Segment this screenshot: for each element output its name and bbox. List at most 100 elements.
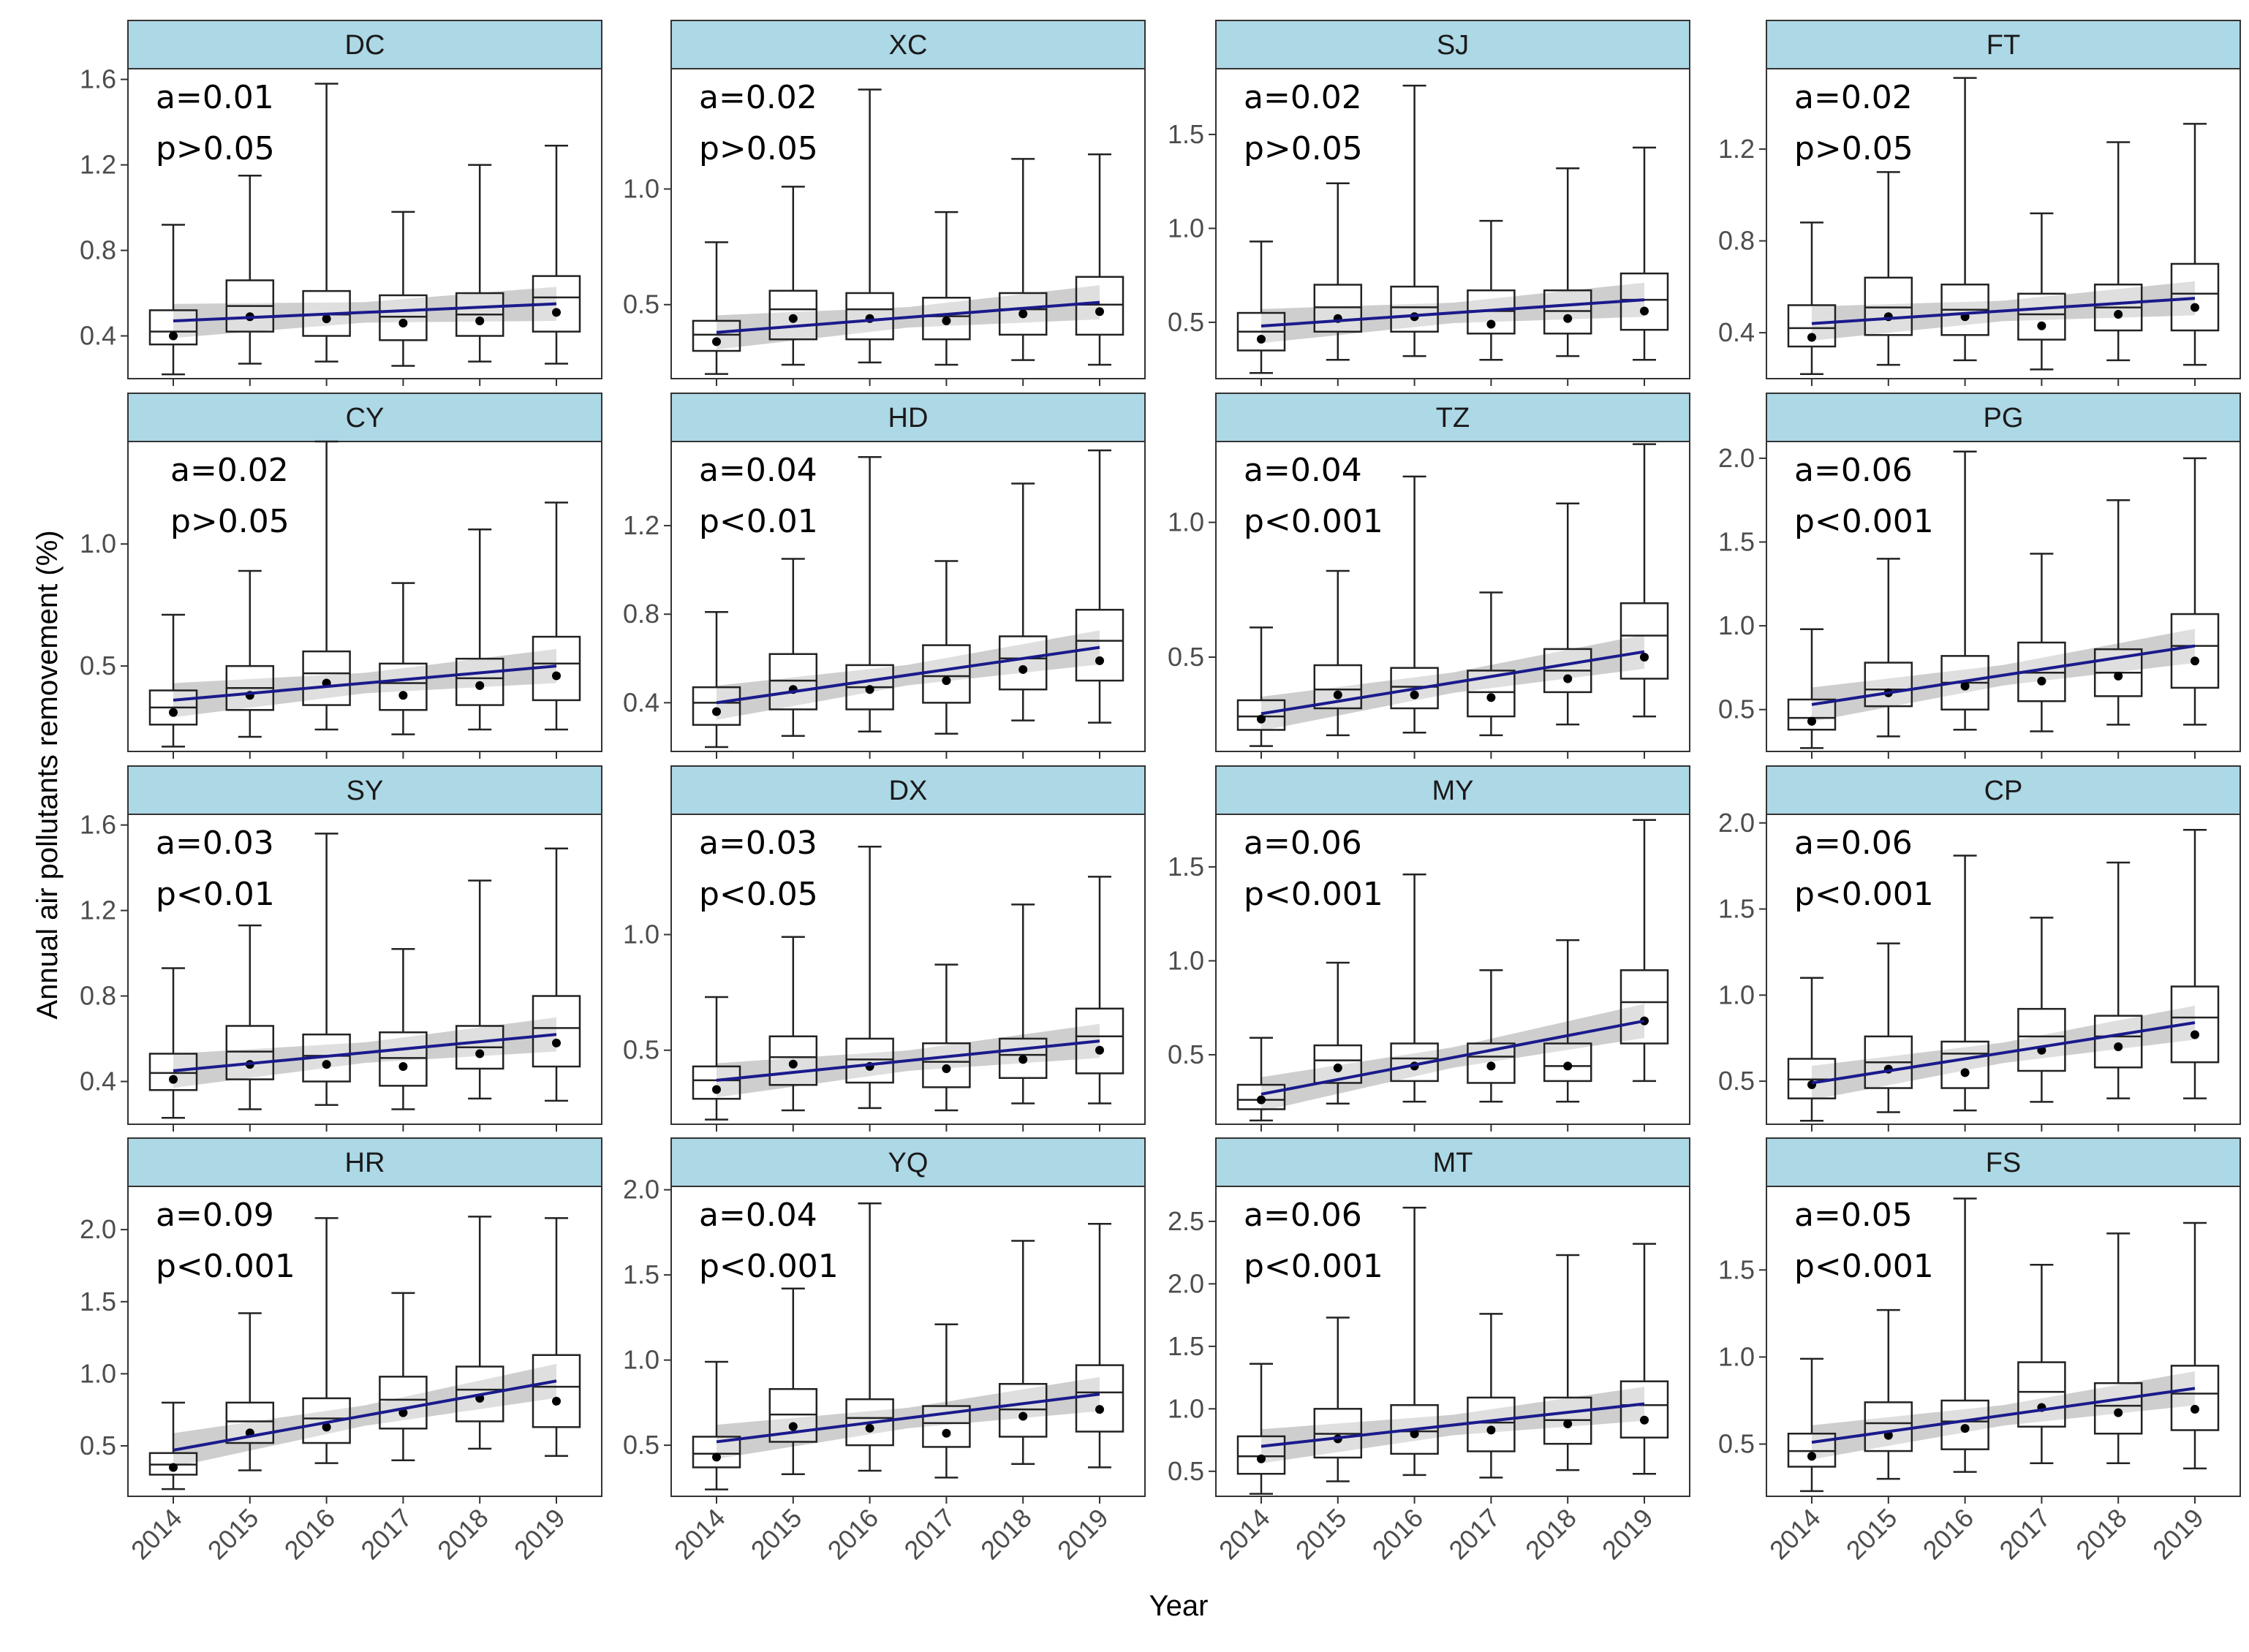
mean-point bbox=[1486, 319, 1496, 329]
panel-title: TZ bbox=[1436, 403, 1470, 433]
panel-xc: XC 0.5 1.0 a=0.02 p>0.05 bbox=[623, 20, 1146, 386]
mean-point bbox=[1960, 1424, 1970, 1433]
mean-point bbox=[1410, 1429, 1419, 1439]
y-tick-label: 1.6 bbox=[80, 810, 116, 840]
mean-point bbox=[1486, 693, 1496, 702]
x-tick-label: 2014 bbox=[668, 1503, 731, 1566]
y-tick-label: 1.0 bbox=[1718, 980, 1755, 1009]
x-tick-label: 2019 bbox=[1051, 1503, 1114, 1566]
mean-point bbox=[2191, 303, 2199, 312]
y-tick-label: 0.5 bbox=[623, 289, 659, 319]
panel-title: PG bbox=[1984, 403, 2024, 433]
y-tick-label: 0.5 bbox=[1718, 1066, 1755, 1096]
x-tick-label: 2014 bbox=[125, 1503, 188, 1566]
mean-point bbox=[322, 314, 331, 324]
iqr-box bbox=[1864, 276, 1913, 336]
mean-point bbox=[1095, 656, 1104, 665]
mean-point bbox=[552, 1396, 561, 1406]
mean-point bbox=[398, 318, 408, 327]
panel-pg: PG 0.5 1.0 1.5 2.0 a=0.06 p<0.001 bbox=[1718, 393, 2241, 759]
panel-title: YQ bbox=[888, 1148, 929, 1178]
mean-point bbox=[1018, 1412, 1028, 1421]
box-2017 bbox=[1467, 1313, 1516, 1479]
mean-point bbox=[2191, 1404, 2199, 1414]
panel-my: MY 0.5 1.0 1.5 a=0.06 p<0.001 bbox=[1168, 765, 1690, 1132]
panel-title: HD bbox=[888, 403, 929, 433]
box-2019 bbox=[1619, 819, 1669, 1083]
mean-point bbox=[322, 1422, 331, 1432]
box-2016 bbox=[1390, 84, 1439, 357]
iqr-box bbox=[1075, 608, 1124, 682]
y-tick-label: 0.5 bbox=[1168, 1039, 1204, 1069]
box-2016 bbox=[302, 833, 351, 1106]
mean-point bbox=[1960, 1068, 1970, 1077]
box-2016 bbox=[302, 1217, 351, 1464]
x-tick-label: 2019 bbox=[2147, 1503, 2210, 1566]
y-tick-label: 1.0 bbox=[1168, 213, 1204, 243]
y-axis-title: Annual air pollutants removement (%) bbox=[31, 530, 64, 1019]
mean-point bbox=[1257, 1454, 1266, 1463]
mean-point bbox=[2114, 1042, 2123, 1051]
y-tick-label: 2.0 bbox=[623, 1175, 659, 1205]
trend-line bbox=[1260, 298, 1645, 328]
box-2017 bbox=[922, 211, 971, 366]
x-tick-label: 2017 bbox=[355, 1503, 417, 1566]
p-value-annotation: p<0.001 bbox=[1794, 1248, 1934, 1285]
mean-point bbox=[942, 316, 951, 325]
box-2018 bbox=[1543, 502, 1592, 726]
box-2015 bbox=[225, 924, 275, 1110]
x-tick-label: 2018 bbox=[1519, 1503, 1582, 1566]
x-tick-label: 2014 bbox=[1213, 1503, 1276, 1566]
x-tick-label: 2018 bbox=[2070, 1503, 2133, 1566]
panel-dx: DX 0.5 1.0 a=0.03 p<0.05 bbox=[623, 765, 1146, 1132]
mean-point bbox=[1018, 309, 1028, 319]
box-2019 bbox=[532, 847, 581, 1102]
box-2015 bbox=[768, 936, 818, 1112]
y-tick-label: 0.5 bbox=[1168, 307, 1204, 337]
y-tick-label: 0.4 bbox=[623, 687, 659, 717]
box-2018 bbox=[2093, 861, 2143, 1099]
slope-annotation: a=0.03 bbox=[699, 825, 817, 862]
slope-annotation: a=0.03 bbox=[156, 825, 274, 862]
mean-point bbox=[1486, 1425, 1496, 1435]
y-tick-label: 0.5 bbox=[1168, 642, 1204, 672]
y-tick-label: 0.5 bbox=[80, 1431, 116, 1460]
iqr-box bbox=[1390, 285, 1439, 333]
box-2015 bbox=[1864, 171, 1913, 366]
trend-line bbox=[1260, 650, 1645, 716]
mean-point bbox=[712, 337, 721, 346]
panel-strip bbox=[670, 1137, 1146, 1187]
x-tick-label: 2018 bbox=[431, 1503, 494, 1566]
mean-point bbox=[1960, 681, 1970, 691]
iqr-box bbox=[1467, 1396, 1516, 1452]
box-2014 bbox=[1787, 221, 1837, 375]
trend-line bbox=[716, 1393, 1100, 1444]
slope-annotation: a=0.06 bbox=[1244, 1197, 1362, 1234]
y-tick-label: 1.6 bbox=[80, 64, 116, 94]
panel-title: XC bbox=[889, 30, 928, 61]
box-2015 bbox=[225, 569, 275, 738]
box-2014 bbox=[1787, 1357, 1837, 1493]
panel-hd: HD 0.4 0.8 1.2 a=0.04 p<0.01 bbox=[623, 393, 1146, 759]
iqr-box bbox=[379, 294, 428, 341]
mean-point bbox=[398, 691, 408, 700]
mean-point bbox=[1410, 690, 1419, 700]
y-tick-label: 0.8 bbox=[80, 235, 116, 265]
mean-point bbox=[169, 1075, 178, 1084]
box-2019 bbox=[1619, 443, 1669, 718]
box-2014 bbox=[692, 610, 741, 749]
panel-strip bbox=[127, 20, 602, 69]
box-2018 bbox=[1543, 1254, 1592, 1471]
panel-strip bbox=[127, 1137, 602, 1187]
box-2017 bbox=[379, 947, 428, 1110]
iqr-box bbox=[2170, 262, 2220, 332]
x-tick-label: 2017 bbox=[898, 1503, 961, 1566]
panel-dc: DC 0.4 0.8 1.2 1.6 a=0.01 p>0.05 bbox=[80, 20, 602, 386]
panel-sj: SJ 0.5 1.0 1.5 a=0.02 p>0.05 bbox=[1168, 20, 1690, 386]
panel-title: DX bbox=[889, 776, 928, 806]
y-tick-label: 1.0 bbox=[1168, 507, 1204, 537]
mean-point bbox=[712, 1085, 721, 1094]
trend-line bbox=[1811, 644, 2196, 706]
mean-point bbox=[1563, 674, 1573, 683]
